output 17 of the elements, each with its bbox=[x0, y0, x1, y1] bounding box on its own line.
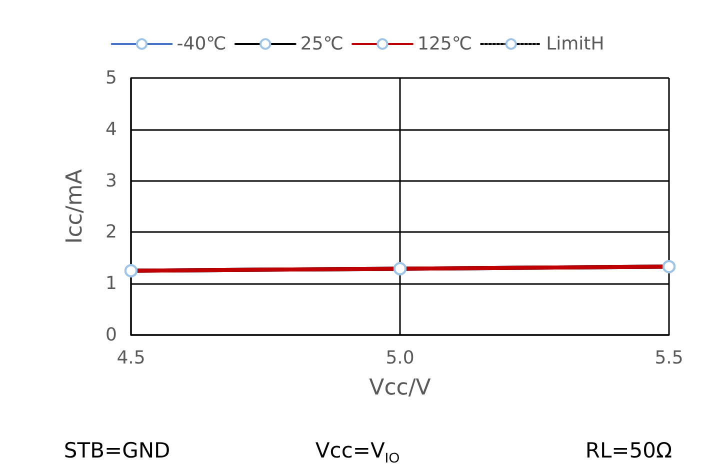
x-tick-label: 4.5 bbox=[116, 348, 146, 368]
legend-label: -40℃ bbox=[176, 34, 226, 54]
legend-label: 25℃ bbox=[300, 34, 344, 54]
x-tick-label: 5.5 bbox=[654, 348, 684, 368]
y-tick-label: 0 bbox=[106, 324, 117, 346]
legend-label: 125℃ bbox=[418, 34, 472, 54]
y-tick-label: 2 bbox=[106, 222, 117, 243]
y-tick-label: 1 bbox=[106, 273, 117, 294]
text: RL=50Ω bbox=[585, 438, 672, 462]
y-tick-label: 3 bbox=[106, 170, 117, 192]
y-tick-label: 5 bbox=[106, 68, 117, 88]
x-axis-title: Vcc/V bbox=[369, 376, 431, 400]
legend-label: LimitH bbox=[546, 34, 604, 54]
y-axis-title: Icc/mA bbox=[62, 169, 88, 244]
x-tick-label: 5.0 bbox=[386, 348, 414, 368]
text: STB=GND bbox=[64, 438, 170, 462]
y-tick-label: 4 bbox=[106, 118, 117, 140]
